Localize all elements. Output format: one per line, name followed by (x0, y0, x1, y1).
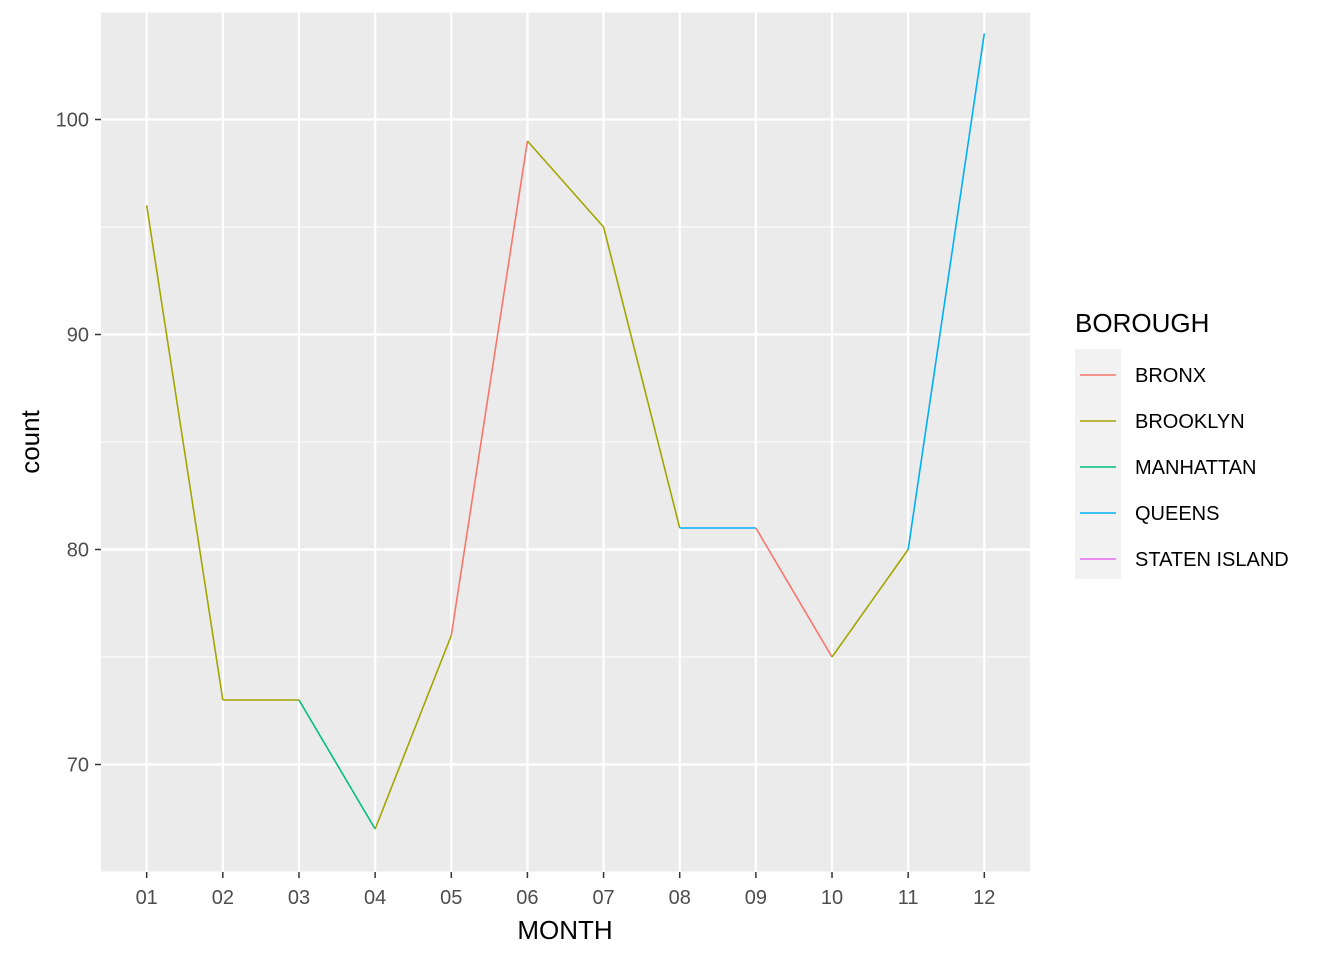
legend: BOROUGH BRONX BROOKLYN MANHATTAN QUEENS STAT… (1075, 308, 1289, 579)
x-tick-label: 04 (364, 887, 386, 909)
y-tick-label: 90 (67, 325, 89, 347)
series-segment (831, 549, 909, 658)
series-segment (450, 140, 529, 636)
y-axis-ticks: 70 80 90 100 (56, 110, 101, 777)
x-tick-label: 10 (821, 887, 843, 909)
legend-items: BRONX BROOKLYN MANHATTAN QUEENS STATEN ISLAN… (1080, 365, 1289, 571)
legend-label: MANHATTAN (1135, 457, 1256, 479)
y-tick-label: 100 (56, 110, 89, 132)
legend-title: BOROUGH (1075, 308, 1209, 338)
series-segment (145, 205, 224, 701)
legend-label: STATEN ISLAND (1135, 549, 1289, 571)
x-axis-title: MONTH (517, 915, 612, 945)
series-segment (602, 226, 681, 529)
series-segment (907, 33, 986, 550)
major-gridlines (101, 12, 1030, 872)
series-segment (526, 140, 605, 228)
x-tick-label: 09 (745, 887, 767, 909)
series-segment (755, 527, 833, 658)
x-tick-label: 06 (516, 887, 538, 909)
x-tick-label: 01 (136, 887, 158, 909)
x-tick-label: 07 (592, 887, 614, 909)
legend-label: BROOKLYN (1135, 411, 1245, 433)
series-segment (298, 699, 376, 830)
legend-key-background (1075, 349, 1121, 579)
legend-label: BRONX (1135, 365, 1206, 387)
x-tick-label: 11 (898, 887, 919, 909)
x-tick-label: 03 (288, 887, 310, 909)
x-tick-label: 05 (440, 887, 462, 909)
series-segment (374, 635, 453, 830)
x-axis-ticks: 01 02 03 04 05 06 07 08 09 10 11 12 (136, 872, 995, 909)
series-lines (145, 33, 986, 830)
x-tick-label: 12 (973, 887, 995, 909)
x-tick-label: 02 (212, 887, 234, 909)
legend-label: QUEENS (1135, 503, 1219, 525)
y-axis-title: count (15, 409, 45, 473)
x-tick-label: 08 (669, 887, 691, 909)
y-tick-label: 70 (67, 755, 89, 777)
y-tick-label: 80 (67, 540, 89, 562)
minor-gridlines (101, 11, 1030, 873)
